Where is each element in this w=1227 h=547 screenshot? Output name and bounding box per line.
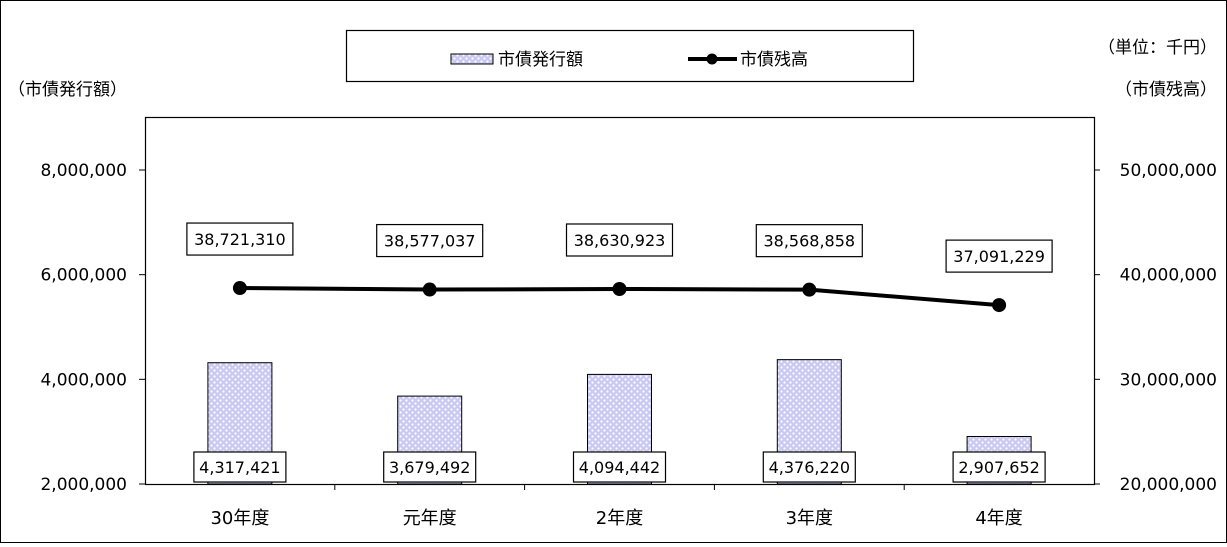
bar-value-label: 3,679,492	[389, 458, 470, 477]
line-value-box	[186, 222, 294, 256]
bar-value-label: 4,376,220	[769, 458, 850, 477]
x-tick-label: 4年度	[975, 508, 1022, 529]
line-value-box	[376, 223, 484, 258]
left-tick-label: 2,000,000	[40, 475, 127, 495]
line-value-label: 38,568,858	[763, 232, 855, 251]
bar-value-box	[572, 451, 667, 483]
left-axis-label: （市債発行額）	[8, 80, 127, 100]
legend-frame	[345, 29, 915, 83]
left-tick-label: 4,000,000	[40, 370, 127, 390]
bar-value-box	[952, 451, 1046, 483]
legend-line-marker	[706, 53, 718, 65]
line-value-box	[755, 224, 863, 258]
x-tick-label: 2年度	[596, 508, 643, 529]
left-axis: 2,000,000 4,000,000 6,000,000 8,000,000	[40, 161, 145, 495]
line-value-box	[565, 223, 674, 257]
right-axis: 20,000,000 30,000,000 40,000,000 50,000,000	[1094, 161, 1217, 495]
legend: 市債発行額 市債残高	[345, 29, 915, 83]
right-tick-label: 40,000,000	[1120, 266, 1217, 286]
line-point	[612, 281, 627, 296]
line-point	[232, 281, 247, 296]
bar-value-label: 2,907,652	[958, 458, 1039, 477]
line-point	[992, 298, 1007, 313]
x-tick-label: 元年度	[403, 508, 457, 529]
line-value-label: 38,630,923	[574, 231, 666, 250]
bar-value-label: 4,317,421	[199, 458, 280, 477]
right-tick-label: 50,000,000	[1120, 161, 1217, 181]
left-tick-label: 6,000,000	[40, 266, 127, 286]
left-tick-label: 8,000,000	[40, 161, 127, 181]
bar-value-box	[762, 451, 856, 483]
x-axis: 30年度 元年度 2年度 3年度 4年度	[210, 484, 1023, 529]
legend-bar-label: 市債発行額	[498, 50, 583, 70]
x-tick-label: 30年度	[210, 508, 269, 529]
x-tick-label: 3年度	[786, 508, 833, 529]
line-value-label: 37,091,229	[953, 247, 1045, 266]
line-series	[232, 281, 1007, 313]
legend-bar-swatch	[450, 53, 494, 65]
unit-label: （単位：千円）	[1098, 38, 1217, 58]
right-axis-label: （市債残高）	[1115, 80, 1217, 100]
line-value-label: 38,577,037	[384, 232, 476, 251]
bar-value-label: 4,094,442	[579, 458, 660, 477]
right-tick-label: 20,000,000	[1120, 475, 1217, 495]
line-value-box	[945, 239, 1053, 273]
legend-line-label: 市債残高	[740, 50, 808, 70]
line-value-label: 38,721,310	[194, 230, 286, 249]
right-tick-label: 30,000,000	[1120, 370, 1217, 390]
bar-value-labels: 4,317,421 3,679,492 4,094,442 4,376,220 2,90…	[193, 451, 1046, 483]
line-point	[802, 282, 817, 297]
line-point	[422, 282, 437, 297]
bar-value-box	[193, 451, 287, 483]
bar-value-box	[383, 451, 477, 483]
line-value-labels: 38,721,310 38,577,037 38,630,923 38,568,858…	[186, 222, 1053, 273]
